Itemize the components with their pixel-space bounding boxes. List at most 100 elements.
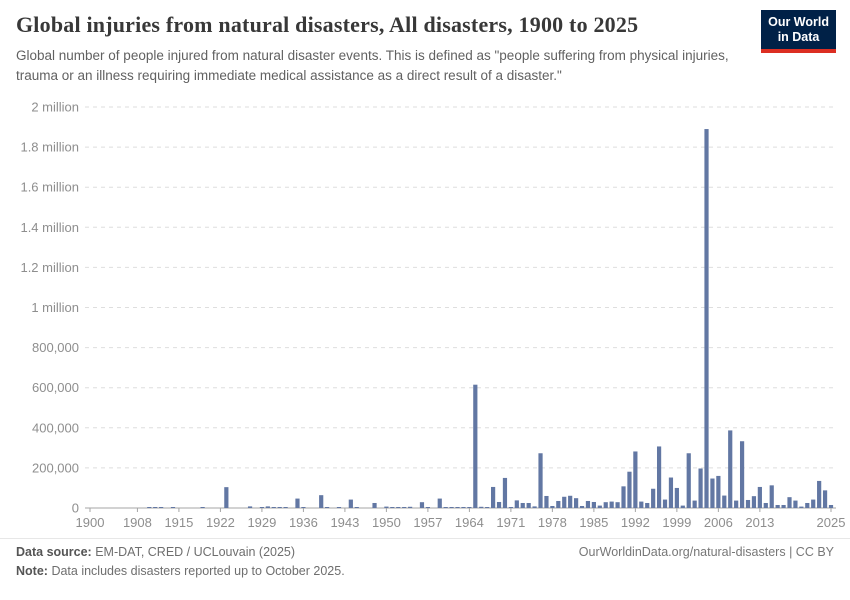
bar-1930[interactable] xyxy=(265,506,270,508)
bar-2022[interactable] xyxy=(811,499,816,508)
bar-1951[interactable] xyxy=(390,507,395,508)
bar-1950[interactable] xyxy=(384,506,389,508)
bar-2021[interactable] xyxy=(805,502,810,508)
bar-1965[interactable] xyxy=(473,384,478,508)
bar-1927[interactable] xyxy=(247,506,253,508)
bar-2001[interactable] xyxy=(686,453,691,508)
bar-2018[interactable] xyxy=(787,497,792,508)
bar-2019[interactable] xyxy=(793,500,798,508)
bar-1966[interactable] xyxy=(479,506,484,508)
bar-1996[interactable] xyxy=(656,446,662,508)
x-tick-label-1992: 1992 xyxy=(621,515,650,530)
bar-1993[interactable] xyxy=(639,501,644,508)
bar-1982[interactable] xyxy=(573,498,579,508)
bar-1910[interactable] xyxy=(147,507,152,508)
bar-1919[interactable] xyxy=(200,507,205,508)
bar-1962[interactable] xyxy=(455,507,460,508)
bar-1988[interactable] xyxy=(609,501,614,508)
bar-1968[interactable] xyxy=(491,486,496,508)
bar-1970[interactable] xyxy=(502,477,508,508)
bar-1987[interactable] xyxy=(603,502,608,508)
bar-1990[interactable] xyxy=(621,486,626,508)
bar-2017[interactable] xyxy=(781,504,786,508)
bar-1978[interactable] xyxy=(550,505,555,508)
bar-2024[interactable] xyxy=(822,490,828,508)
bar-1971[interactable] xyxy=(508,506,513,508)
bar-1942[interactable] xyxy=(336,507,342,508)
bar-1932[interactable] xyxy=(277,506,282,508)
bar-1969[interactable] xyxy=(496,501,502,508)
bar-1954[interactable] xyxy=(408,506,413,508)
bar-1953[interactable] xyxy=(402,506,407,508)
bar-2007[interactable] xyxy=(722,495,727,508)
bar-1980[interactable] xyxy=(562,496,567,508)
bar-1998[interactable] xyxy=(668,477,674,508)
bar-1945[interactable] xyxy=(354,507,359,508)
bar-1992[interactable] xyxy=(633,451,638,508)
bar-1944[interactable] xyxy=(348,499,353,508)
bar-2020[interactable] xyxy=(799,506,804,508)
bar-2016[interactable] xyxy=(775,504,780,508)
bar-1974[interactable] xyxy=(526,502,531,508)
bar-2015[interactable] xyxy=(769,485,774,508)
bar-2012[interactable] xyxy=(751,496,757,508)
bar-2010[interactable] xyxy=(739,441,745,508)
data-source-label: Data source: xyxy=(16,545,92,559)
bar-1975[interactable] xyxy=(532,506,537,508)
bar-1984[interactable] xyxy=(585,500,591,508)
bar-1995[interactable] xyxy=(651,488,656,508)
bar-1939[interactable] xyxy=(319,495,324,508)
chart-canvas[interactable]: 0 200,000 400,000 600,000 800,000 1 million 1.… xyxy=(0,95,850,540)
bar-1940[interactable] xyxy=(325,506,330,508)
bar-1981[interactable] xyxy=(568,495,573,508)
bar-1979[interactable] xyxy=(556,500,561,508)
bar-1983[interactable] xyxy=(579,505,585,508)
bar-1973[interactable] xyxy=(520,502,525,508)
bar-1933[interactable] xyxy=(283,507,288,508)
bar-2004[interactable] xyxy=(704,129,709,508)
bar-1986[interactable] xyxy=(597,505,602,508)
bar-1977[interactable] xyxy=(544,495,549,508)
bar-2025[interactable] xyxy=(828,504,834,508)
bar-1936[interactable] xyxy=(301,507,306,508)
bar-2009[interactable] xyxy=(734,500,739,508)
bar-2003[interactable] xyxy=(698,468,703,508)
bar-2000[interactable] xyxy=(680,505,685,508)
bar-2023[interactable] xyxy=(817,480,822,508)
owid-logo[interactable]: Our World in Data xyxy=(761,10,836,53)
bar-1991[interactable] xyxy=(627,471,632,508)
x-tick-label-1957: 1957 xyxy=(413,515,442,530)
bar-1999[interactable] xyxy=(674,487,679,508)
bar-2002[interactable] xyxy=(692,500,697,508)
bar-1952[interactable] xyxy=(396,507,401,508)
bar-1976[interactable] xyxy=(538,453,543,508)
bar-1964[interactable] xyxy=(467,507,472,508)
bar-1911[interactable] xyxy=(153,507,158,508)
bar-2011[interactable] xyxy=(745,499,751,508)
bar-1959[interactable] xyxy=(437,498,442,508)
bar-1961[interactable] xyxy=(449,507,454,508)
bar-1914[interactable] xyxy=(170,507,176,508)
bar-1989[interactable] xyxy=(615,502,620,508)
bar-1967[interactable] xyxy=(485,507,490,508)
bar-2013[interactable] xyxy=(757,486,762,508)
bar-1931[interactable] xyxy=(271,507,276,508)
bar-1997[interactable] xyxy=(662,499,668,508)
bar-2006[interactable] xyxy=(716,475,721,508)
bar-1948[interactable] xyxy=(372,502,377,508)
bar-1935[interactable] xyxy=(295,498,300,508)
bar-1985[interactable] xyxy=(591,501,596,508)
bar-1994[interactable] xyxy=(645,502,650,508)
bar-1923[interactable] xyxy=(224,487,229,508)
bar-2014[interactable] xyxy=(763,502,768,508)
bar-1972[interactable] xyxy=(514,500,519,508)
bar-1960[interactable] xyxy=(443,507,448,508)
bar-1957[interactable] xyxy=(425,507,430,508)
bar-1963[interactable] xyxy=(461,506,466,508)
bar-2005[interactable] xyxy=(710,478,715,508)
owid-cc-link[interactable]: OurWorldinData.org/natural-disasters | C… xyxy=(578,545,834,559)
bar-1912[interactable] xyxy=(159,507,164,508)
bar-2008[interactable] xyxy=(728,430,733,508)
bar-1956[interactable] xyxy=(419,502,425,508)
bar-1929[interactable] xyxy=(259,507,265,508)
